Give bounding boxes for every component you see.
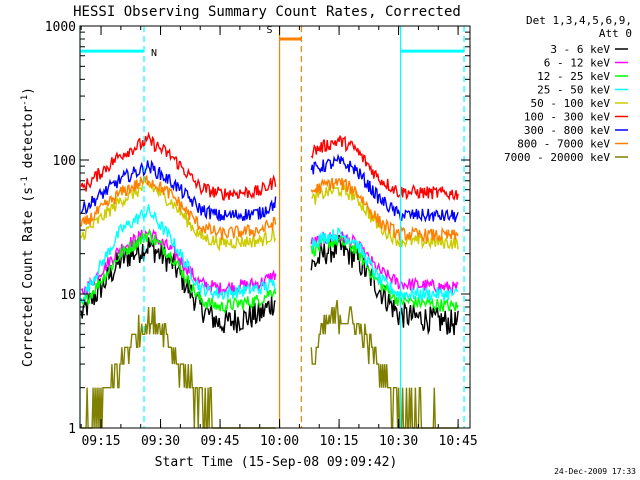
x-tick-label: 09:30 — [141, 434, 180, 449]
y-axis-label-mid: detector — [21, 106, 36, 177]
series-line-segment2 — [311, 227, 459, 302]
y-axis-label: Corrected Count Rate (s-1 detector-1) — [20, 87, 36, 367]
legend-entry-1: 6 - 12 keV — [544, 57, 628, 70]
legend-entry-6: 300 - 800 keV — [524, 124, 628, 137]
series-line-segment1 — [81, 306, 276, 429]
x-tick-label: 10:15 — [320, 434, 359, 449]
series-0 — [80, 234, 459, 336]
legend-label: 7000 - 20000 keV — [504, 151, 610, 164]
x-axis: 09:15 09:30 09:45 10:00 10:15 10:30 10:45 — [80, 26, 478, 449]
y-axis-label-end: ) — [21, 87, 36, 95]
x-tick-label: 10:00 — [260, 434, 299, 449]
legend-label: 800 - 7000 keV — [517, 138, 610, 151]
marker-label-n: N — [151, 48, 157, 59]
y-axis-label-sup2: -1 — [20, 95, 30, 106]
x-tick-label: 09:45 — [200, 434, 239, 449]
x-tick-label: 10:30 — [379, 434, 418, 449]
legend-label: 3 - 6 keV — [550, 43, 610, 56]
legend-label: 50 - 100 keV — [531, 97, 611, 110]
series-line-segment2 — [310, 135, 459, 201]
series-line-segment2 — [310, 177, 459, 244]
y-axis: 1 10 100 1000 — [45, 20, 470, 437]
legend-label: 12 - 25 keV — [537, 70, 610, 83]
chart-title: HESSI Observing Summary Count Rates, Cor… — [73, 4, 461, 20]
series-line-segment2 — [310, 234, 459, 336]
y-tick-label: 10 — [60, 288, 76, 303]
legend-entry-8: 7000 - 20000 keV — [504, 151, 628, 164]
series-line-segment1 — [80, 175, 277, 241]
legend-entry-3: 25 - 50 keV — [537, 84, 628, 97]
footer-date: 24-Dec-2009 17:33 — [554, 467, 636, 476]
plot-frame — [79, 25, 471, 429]
series-line-segment2 — [310, 299, 459, 429]
y-tick-label: 100 — [53, 154, 76, 169]
series-line-segment1 — [80, 237, 276, 334]
series-3 — [80, 204, 459, 303]
legend-entry-5: 100 - 300 keV — [524, 111, 628, 124]
legend-header-line1: Det 1,3,4,5,6,9, — [526, 14, 632, 27]
series-line-segment1 — [80, 179, 277, 252]
series-line-segment1 — [80, 131, 277, 201]
y-axis-label-sup1: -1 — [20, 176, 30, 187]
legend-label: 6 - 12 keV — [544, 57, 611, 70]
y-axis-label-main: Corrected Count Rate (s — [21, 187, 36, 367]
legend-entry-4: 50 - 100 keV — [531, 97, 628, 110]
series-line-segment1 — [80, 204, 277, 303]
legend-label: 300 - 800 keV — [524, 124, 610, 137]
y-tick-label: 1 — [68, 422, 76, 437]
marker-label-s: S — [267, 25, 273, 36]
series-line-segment1 — [80, 159, 277, 222]
series-8 — [81, 299, 459, 429]
series-5 — [80, 131, 459, 201]
x-tick-label: 09:15 — [81, 434, 120, 449]
legend-header-line2: Att 0 — [599, 27, 632, 40]
y-tick-label: 1000 — [45, 20, 76, 35]
plot-area: NS — [79, 25, 465, 429]
series-line-segment2 — [310, 153, 459, 223]
legend-entry-0: 3 - 6 keV — [550, 43, 628, 56]
x-tick-label: 10:45 — [439, 434, 478, 449]
legend-label: 100 - 300 keV — [524, 111, 610, 124]
legend-entry-2: 12 - 25 keV — [537, 70, 628, 83]
series-7 — [80, 175, 459, 244]
legend-entry-7: 800 - 7000 keV — [517, 138, 628, 151]
series-line-segment1 — [80, 228, 277, 315]
legend-label: 25 - 50 keV — [537, 84, 610, 97]
x-axis-label: Start Time (15-Sep-08 09:09:42) — [155, 455, 398, 470]
series-6 — [80, 153, 459, 223]
